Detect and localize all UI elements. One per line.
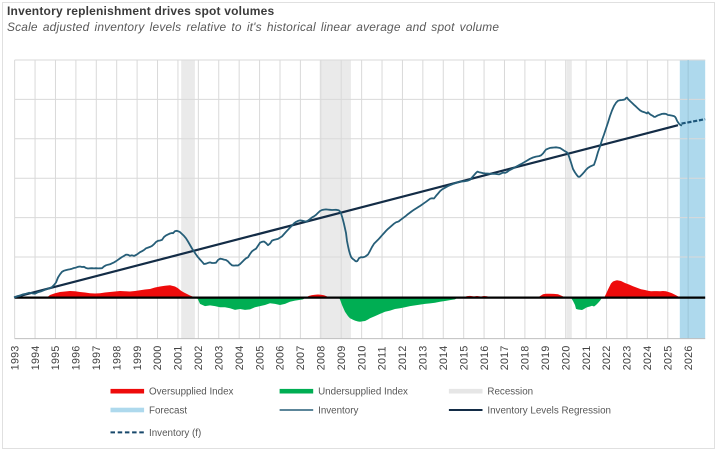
svg-text:1998: 1998: [111, 345, 123, 370]
svg-text:Undersupplied Index: Undersupplied Index: [318, 387, 408, 398]
svg-text:2023: 2023: [622, 345, 634, 370]
svg-text:Oversupplied Index: Oversupplied Index: [149, 387, 234, 398]
svg-text:2021: 2021: [581, 345, 593, 370]
svg-text:2020: 2020: [560, 345, 572, 370]
svg-text:2004: 2004: [234, 345, 246, 370]
svg-text:2009: 2009: [336, 345, 348, 370]
svg-text:1993: 1993: [9, 345, 21, 370]
svg-text:2024: 2024: [642, 345, 654, 370]
svg-text:1994: 1994: [30, 345, 42, 370]
svg-text:2002: 2002: [193, 345, 205, 370]
svg-text:2014: 2014: [438, 345, 450, 370]
svg-text:1996: 1996: [71, 345, 83, 370]
svg-text:2005: 2005: [254, 345, 266, 370]
svg-text:2001: 2001: [173, 345, 185, 370]
svg-text:1999: 1999: [132, 345, 144, 370]
svg-text:2003: 2003: [213, 345, 225, 370]
svg-text:2017: 2017: [499, 345, 511, 370]
svg-text:1997: 1997: [91, 345, 103, 370]
svg-text:2018: 2018: [520, 345, 532, 370]
svg-text:2026: 2026: [683, 345, 695, 370]
svg-text:2012: 2012: [397, 345, 409, 370]
svg-text:2000: 2000: [152, 345, 164, 370]
svg-text:2011: 2011: [377, 346, 389, 370]
svg-text:Forecast: Forecast: [149, 405, 187, 416]
svg-text:1995: 1995: [50, 345, 62, 370]
svg-text:2025: 2025: [662, 345, 674, 370]
svg-text:Inventory: Inventory: [318, 405, 358, 416]
svg-text:Recession: Recession: [487, 387, 533, 398]
svg-text:2022: 2022: [601, 345, 613, 370]
svg-text:Inventory Levels Regression: Inventory Levels Regression: [487, 405, 611, 416]
svg-text:2010: 2010: [356, 345, 368, 370]
svg-text:2006: 2006: [275, 345, 287, 370]
svg-text:2016: 2016: [479, 345, 491, 370]
svg-text:2007: 2007: [295, 345, 307, 370]
svg-text:2019: 2019: [540, 345, 552, 370]
svg-text:2013: 2013: [418, 345, 430, 370]
svg-text:2015: 2015: [458, 345, 470, 370]
svg-text:2008: 2008: [316, 345, 328, 370]
svg-text:Inventory (f): Inventory (f): [149, 428, 201, 439]
